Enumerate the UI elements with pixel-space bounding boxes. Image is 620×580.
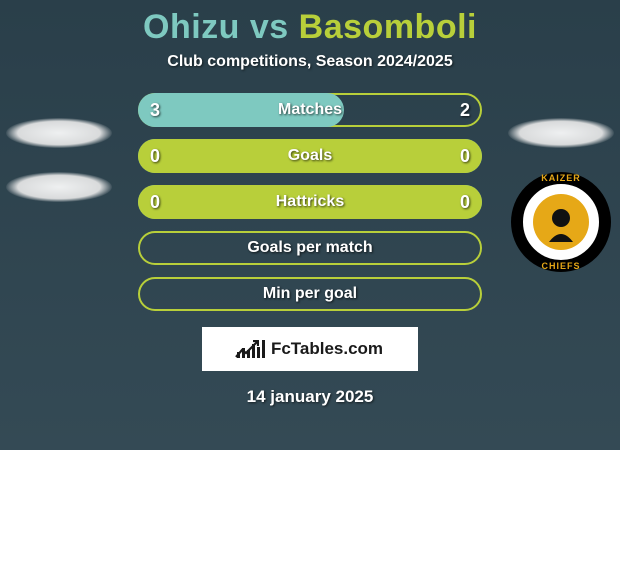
logo-placeholder: [508, 118, 614, 148]
branding-text: FcTables.com: [271, 339, 383, 359]
stat-value-left: 3: [150, 100, 160, 121]
stat-rows: 3 2 Matches 0 0 Goals 0 0 Hattricks Goals per mat…: [138, 93, 482, 311]
club-crest: KAIZER CHIEFS: [511, 172, 611, 272]
stat-label: Matches: [278, 101, 342, 119]
stat-label: Min per goal: [263, 285, 357, 303]
title-player1: Ohizu: [143, 8, 240, 46]
comparison-card: Ohizu vs Basomboli Club competitions, Se…: [0, 0, 620, 450]
stat-row: Min per goal: [138, 277, 482, 311]
stat-label: Hattricks: [276, 193, 344, 211]
logo-placeholder: [6, 172, 112, 202]
stat-value-right: 0: [460, 146, 470, 167]
stat-value-right: 2: [460, 100, 470, 121]
crest-text-bottom: CHIEFS: [511, 261, 611, 271]
stat-row: 0 0 Goals: [138, 139, 482, 173]
stat-value-left: 0: [150, 192, 160, 213]
crest-text-top: KAIZER: [511, 173, 611, 183]
stat-value-left: 0: [150, 146, 160, 167]
crest-inner: [533, 194, 589, 250]
stat-value-right: 0: [460, 192, 470, 213]
title-player2: Basomboli: [299, 8, 477, 46]
stat-row: Goals per match: [138, 231, 482, 265]
date-text: 14 january 2025: [0, 387, 620, 407]
crest-ring: [511, 172, 611, 272]
logo-column-left: [4, 118, 114, 202]
stat-row: 3 2 Matches: [138, 93, 482, 127]
subtitle: Club competitions, Season 2024/2025: [0, 53, 620, 71]
stat-label: Goals: [288, 147, 332, 165]
stat-row: 0 0 Hattricks: [138, 185, 482, 219]
title-vs: vs: [250, 8, 289, 46]
branding-badge: FcTables.com: [202, 327, 418, 371]
logo-column-right: KAIZER CHIEFS: [506, 118, 616, 272]
bars-icon: [237, 340, 265, 358]
logo-placeholder: [6, 118, 112, 148]
stat-label: Goals per match: [247, 239, 372, 257]
page-title: Ohizu vs Basomboli: [0, 8, 620, 47]
